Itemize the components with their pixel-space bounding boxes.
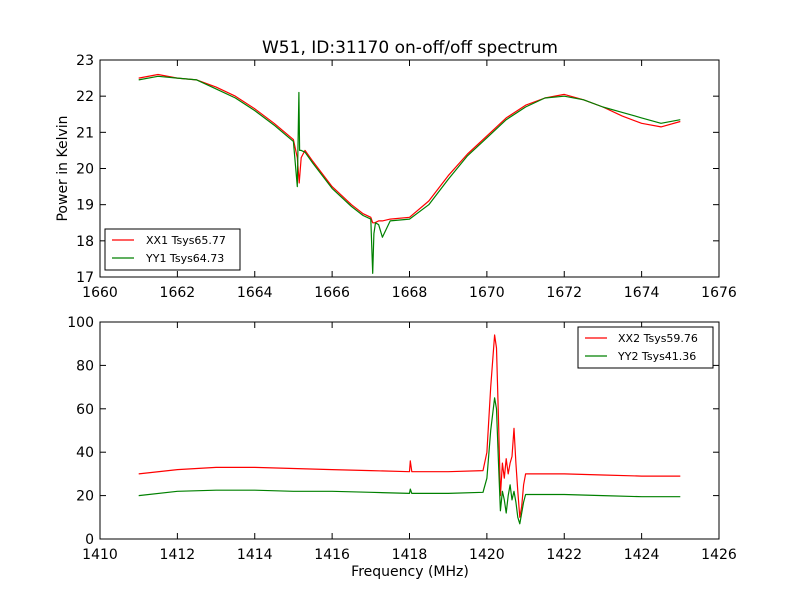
bottom-legend-box [577,326,714,369]
bottom-y-tick-label: 60 [76,402,94,418]
top-y-tick-label: 17 [76,270,94,286]
bottom-x-tick-label: 1420 [469,547,505,563]
bottom-x-tick-label: 1412 [160,547,196,563]
bottom-x-tick-label: 1426 [701,547,737,563]
bottom-x-tick-label: 1416 [314,547,350,563]
top-x-tick-label: 1660 [82,285,118,301]
top-y-axis-label: Power in Kelvin [55,115,71,221]
bottom-x-tick-label: 1422 [546,547,582,563]
bottom-y-tick-label: 40 [76,445,94,461]
bottom-x-tick-label: 1424 [624,547,660,563]
bottom-series-line-xx2 [138,334,681,518]
bottom-plot-area [138,334,681,525]
bottom-x-axis-label: Frequency (MHz) [351,564,469,580]
top-legend-label-xx1: XX1 Tsys65.77 [146,234,226,247]
bottom-y-tick-label: 100 [67,315,94,331]
top-y-tick-label: 21 [76,125,94,141]
bottom-x-tick-label: 1410 [82,547,118,563]
top-y-tick-label: 19 [76,198,94,214]
top-chart-title: W51, ID:31170 on-off/off spectrum [262,38,558,58]
bottom-legend: XX2 Tsys59.76 YY2 Tsys41.36 [577,326,714,369]
top-legend-box [104,228,241,271]
bottom-y-tick-label: 80 [76,358,94,374]
top-series-line-yy1 [138,75,681,274]
top-plot-area [138,73,681,274]
top-legend: XX1 Tsys65.77 YY1 Tsys64.73 [104,228,241,271]
bottom-legend-label-xx2: XX2 Tsys59.76 [618,332,698,345]
top-x-tick-label: 1664 [237,285,273,301]
bottom-y-tick-label: 20 [76,489,94,505]
top-x-tick-label: 1672 [546,285,582,301]
top-x-tick-label: 1670 [469,285,505,301]
top-panel: W51, ID:31170 on-off/off spectrum Power … [55,38,737,301]
top-x-tick-label: 1676 [701,285,737,301]
bottom-x-tick-label: 1414 [237,547,273,563]
top-axes-frame [99,59,720,278]
top-x-tick-label: 1662 [160,285,196,301]
top-y-tick-label: 20 [76,162,94,178]
top-y-tick-label: 22 [76,89,94,105]
top-x-tick-label: 1674 [624,285,660,301]
top-x-tick-label: 1666 [314,285,350,301]
top-y-tick-label: 18 [76,234,94,250]
bottom-legend-label-yy2: YY2 Tsys41.36 [617,350,696,363]
top-series-line-xx1 [138,73,681,224]
bottom-y-tick-label: 0 [85,532,94,548]
top-legend-label-yy1: YY1 Tsys64.73 [145,252,224,265]
bottom-panel: Frequency (MHz) 1410 1412 1414 1416 1418 1420… [67,315,737,580]
bottom-series-line-yy2 [138,397,681,525]
bottom-axes-frame [99,321,720,540]
bottom-x-tick-label: 1418 [392,547,428,563]
top-y-tick-label: 23 [76,53,94,69]
top-x-tick-label: 1668 [392,285,428,301]
top-ticks: 1660 1662 1664 1666 1668 1670 1672 1674 1676 17 18… [76,53,737,301]
